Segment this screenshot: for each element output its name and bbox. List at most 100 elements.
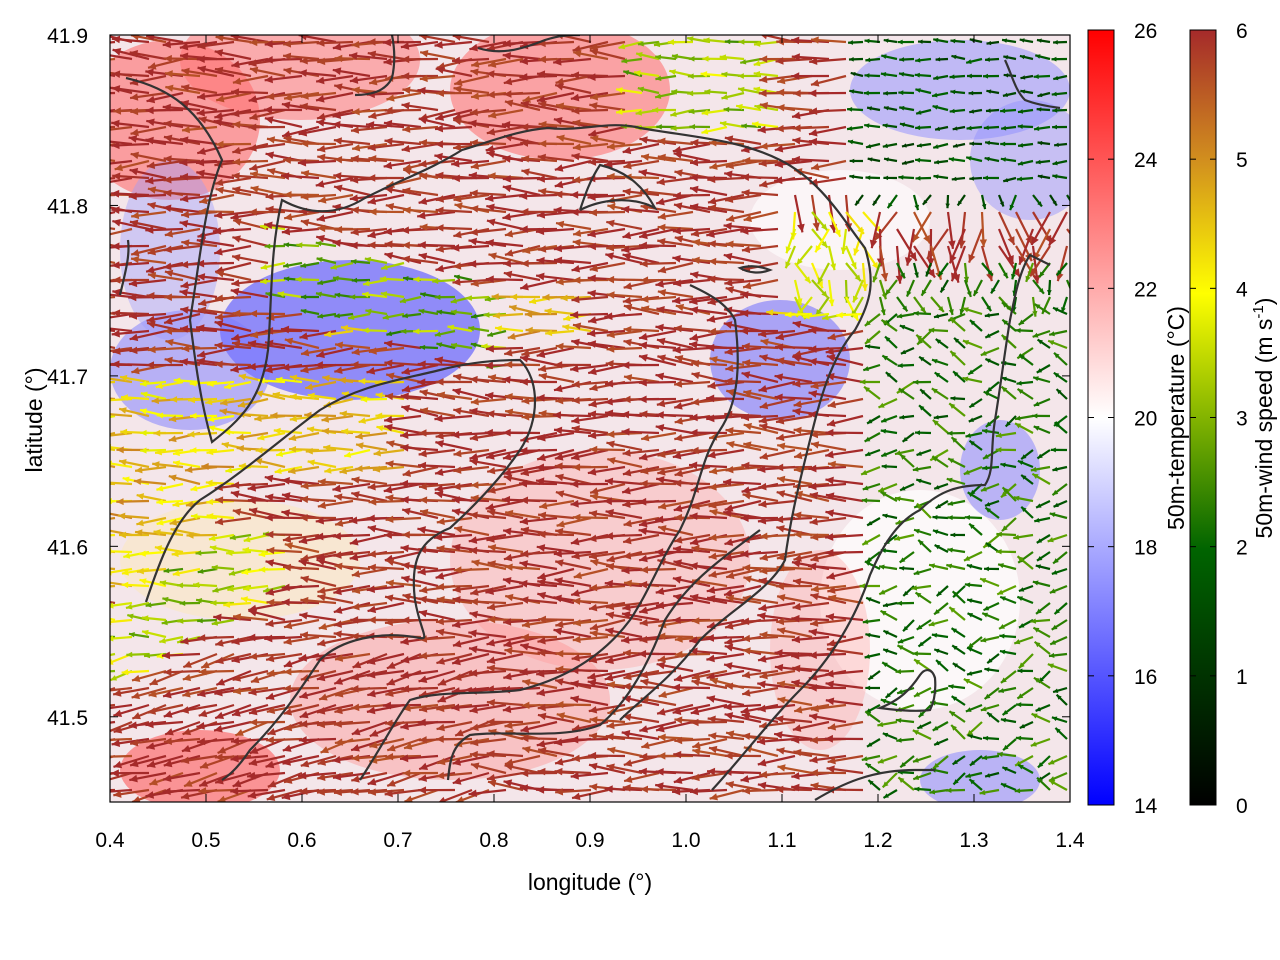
- wind-arrow-head: [553, 426, 563, 435]
- wind-arrow-head: [367, 778, 377, 786]
- wind-arrow-head: [587, 329, 596, 338]
- wind-arrow-head: [435, 171, 444, 180]
- wind-arrow-head: [535, 227, 545, 236]
- wind-arrow-head: [708, 483, 717, 491]
- wind-arrow-head: [985, 358, 991, 364]
- wind-arrow-head: [571, 425, 580, 433]
- wind-arrow-head: [723, 252, 733, 261]
- wind-arrow-head: [215, 270, 225, 278]
- wind-arrow-head: [93, 669, 99, 675]
- wind-arrow-head: [281, 363, 290, 372]
- wind-arrow-head: [957, 200, 963, 206]
- wind-arrow-head: [691, 371, 700, 380]
- wind-arrow-head: [128, 293, 137, 302]
- wind-arrow-head: [369, 729, 379, 737]
- wind-arrow-head: [387, 744, 396, 752]
- temperature-region: [750, 170, 930, 270]
- wind-arrow-head: [759, 75, 768, 84]
- wind-arrow-head: [726, 730, 735, 738]
- wind-arrow-head: [265, 760, 275, 769]
- wind-arrow-head: [299, 710, 309, 719]
- wind-arrow-head: [333, 137, 343, 145]
- wind-arrow-head: [622, 395, 631, 404]
- wind-arrow-head: [171, 550, 179, 558]
- wind-arrow-head: [1037, 201, 1042, 207]
- wind-arrow: [110, 380, 116, 384]
- wind-arrow-head: [865, 57, 871, 63]
- wind-arrow-head: [505, 593, 514, 602]
- wind-arrow-head: [935, 339, 942, 344]
- wind-arrow-head: [334, 738, 343, 746]
- wind-arrow-head: [267, 167, 276, 176]
- wind-arrow-head: [231, 60, 240, 69]
- wind-arrow-head: [1052, 160, 1058, 166]
- wind-arrow-head: [486, 410, 495, 418]
- wind-arrow-head: [400, 328, 407, 335]
- wind-arrow-head: [453, 449, 462, 458]
- wind-arrow-head: [913, 570, 920, 576]
- wind-arrow-head: [129, 50, 139, 58]
- wind-arrow-head: [827, 723, 837, 731]
- wind-arrow-head: [486, 699, 495, 707]
- wind-arrow-head: [418, 774, 428, 782]
- wind-arrow-head: [350, 228, 359, 236]
- wind-arrow-head: [417, 241, 426, 249]
- wind-arrow-head: [622, 682, 631, 691]
- wind-arrow-head: [163, 155, 172, 163]
- wind-arrow-head: [709, 467, 718, 475]
- wind-arrow-head: [298, 536, 308, 545]
- wind-arrow-head: [177, 618, 184, 624]
- wind-arrow-head: [130, 35, 139, 41]
- wind-arrow-head: [189, 447, 197, 454]
- wind-arrow-head: [932, 419, 939, 426]
- wind-arrow-head: [707, 381, 716, 390]
- wind-arrow-head: [690, 538, 699, 546]
- wind-arrow-head: [1048, 652, 1055, 658]
- wind-arrow-head: [381, 264, 388, 271]
- wind-arrow-head: [384, 137, 393, 146]
- wind-arrow-head: [148, 62, 157, 70]
- wind-arrow-head: [435, 195, 445, 203]
- wind-arrow-head: [774, 731, 783, 739]
- wind-arrow-head: [673, 559, 682, 567]
- wind-arrow-head: [300, 294, 307, 300]
- wind-arrow-head: [669, 69, 676, 76]
- wind-arrow-head: [233, 687, 242, 695]
- wind-arrow-head: [453, 407, 462, 415]
- wind-arrow-head: [470, 162, 480, 170]
- wind-arrow-head: [195, 550, 202, 556]
- wind-arrow-head: [920, 389, 926, 395]
- wind-arrow-head: [324, 330, 332, 338]
- wind-arrow-head: [481, 343, 488, 350]
- wind-arrow-head: [932, 104, 938, 110]
- wind-arrow-head: [417, 718, 426, 727]
- wind-arrow-head: [164, 327, 172, 335]
- wind-arrow-head: [948, 458, 955, 464]
- wind-arrow-head: [159, 580, 167, 586]
- wind-arrow-head: [947, 515, 953, 521]
- wind-arrow-head: [758, 603, 767, 612]
- wind-arrow-head: [929, 563, 935, 569]
- wind-arrow-head: [904, 257, 913, 266]
- wind-arrow-head: [538, 139, 547, 148]
- wind-arrow-head: [317, 478, 326, 486]
- wind-arrow-head: [966, 73, 972, 79]
- wind-arrow-head: [418, 675, 428, 683]
- wind-arrow-head: [469, 375, 478, 384]
- wind-arrow-head: [214, 341, 223, 350]
- wind-arrow-head: [655, 424, 665, 432]
- wind-arrow-head: [572, 463, 581, 471]
- wind-arrow-head: [382, 701, 392, 710]
- wind-arrow-head: [242, 547, 250, 554]
- wind-arrow-head: [486, 203, 495, 212]
- wind-arrow-head: [383, 119, 393, 128]
- wind-arrow-head: [878, 486, 885, 492]
- wind-arrow-head: [289, 374, 298, 382]
- wind-arrow-head: [637, 86, 645, 93]
- wind-arrow-head: [367, 670, 376, 679]
- wind-arrow-head: [670, 111, 677, 117]
- wind-arrow-head: [606, 172, 615, 181]
- wind-arrow-head: [96, 263, 104, 270]
- wind-arrow-head: [334, 706, 343, 715]
- wind-arrow-head: [242, 585, 250, 592]
